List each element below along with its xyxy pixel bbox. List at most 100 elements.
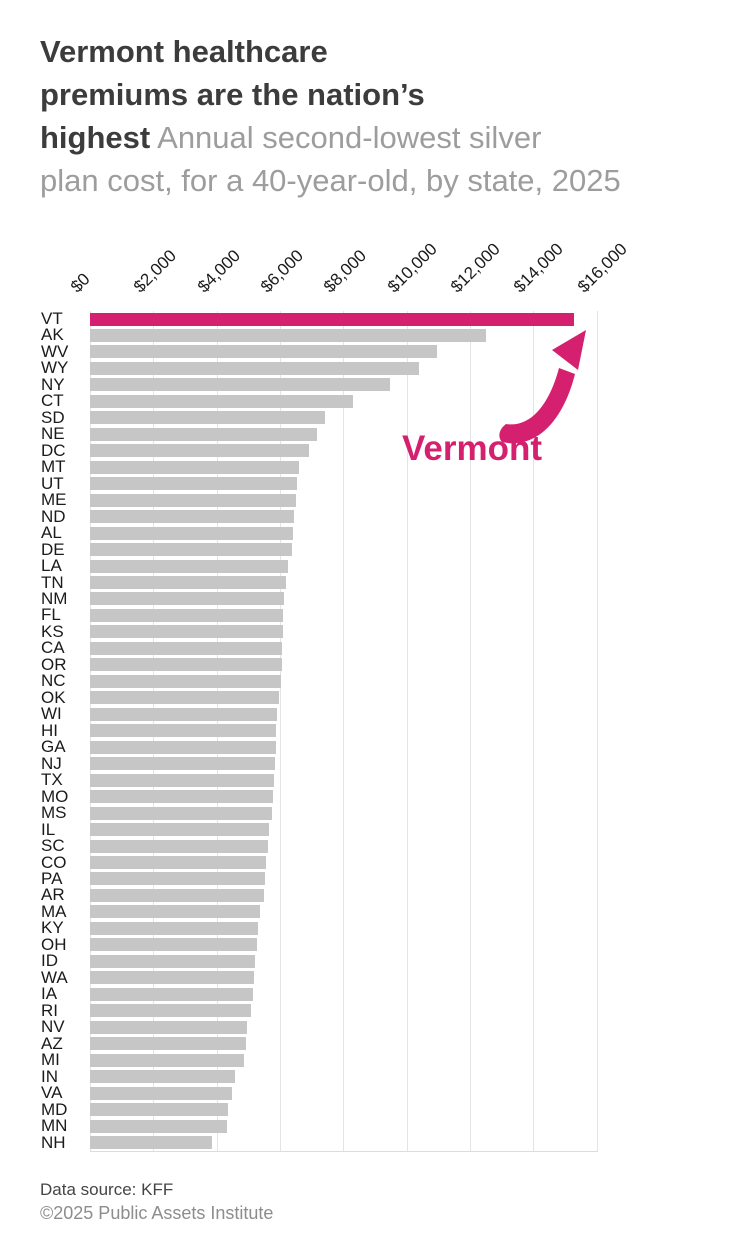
bar xyxy=(90,1070,236,1084)
state-label: CT xyxy=(41,391,64,411)
state-label: ME xyxy=(41,490,67,510)
bar xyxy=(90,361,419,375)
gridline xyxy=(406,311,408,1151)
state-label: NH xyxy=(41,1132,66,1152)
state-label: NM xyxy=(41,588,68,608)
bar xyxy=(90,839,268,853)
x-axis-tick-label: $2,000 xyxy=(130,246,181,297)
state-label: CO xyxy=(41,852,67,872)
state-label: WV xyxy=(41,341,69,361)
gridline xyxy=(596,311,598,1151)
state-label: PA xyxy=(41,868,63,888)
state-label: TN xyxy=(41,572,64,592)
bar xyxy=(90,1136,212,1149)
state-label: AL xyxy=(41,523,62,543)
state-label: UT xyxy=(41,473,64,493)
state-label: MA xyxy=(41,901,67,921)
subtitle-line1: Annual second-lowest silver xyxy=(157,120,542,155)
bar xyxy=(90,707,277,721)
bar xyxy=(90,724,277,738)
state-label: WY xyxy=(41,358,69,378)
bar xyxy=(90,559,288,573)
bar xyxy=(90,543,293,557)
bar xyxy=(90,641,283,655)
state-label: MN xyxy=(41,1116,68,1136)
bar xyxy=(90,1086,232,1100)
vermont-annotation-label: Vermont xyxy=(402,429,543,468)
vermont-arrow-icon xyxy=(499,330,586,444)
bar xyxy=(90,905,261,919)
x-axis-tick-label: $16,000 xyxy=(573,239,631,297)
bar xyxy=(90,872,266,886)
state-label: IN xyxy=(41,1066,58,1086)
bar xyxy=(90,592,285,606)
state-label: ND xyxy=(41,506,66,526)
bar xyxy=(90,971,255,985)
bar xyxy=(90,806,273,820)
bar xyxy=(90,493,296,507)
subtitle-line2: plan cost, for a 40-year-old, by state, … xyxy=(40,163,621,198)
state-label: SD xyxy=(41,407,65,427)
bar xyxy=(90,987,253,1001)
x-axis-tick-label: $10,000 xyxy=(383,239,441,297)
state-label: OK xyxy=(41,687,66,707)
bar xyxy=(90,460,300,474)
bar xyxy=(90,526,293,540)
bar xyxy=(90,790,274,804)
bar xyxy=(90,757,275,771)
bar xyxy=(90,888,264,902)
title-line1: Vermont healthcare xyxy=(40,34,328,69)
gridline xyxy=(343,311,345,1151)
x-axis-baseline xyxy=(90,1151,598,1152)
state-label: GA xyxy=(41,737,66,757)
state-label: IA xyxy=(41,984,58,1004)
bar xyxy=(90,345,438,359)
bar xyxy=(90,1037,246,1051)
state-label: HI xyxy=(41,720,58,740)
x-axis-tick-label: $14,000 xyxy=(510,239,568,297)
bar xyxy=(90,691,280,705)
state-label: VT xyxy=(41,309,63,328)
state-label: LA xyxy=(41,556,62,576)
state-label: DE xyxy=(41,539,65,559)
bar xyxy=(90,1053,244,1067)
state-label: MI xyxy=(41,1050,60,1070)
bar xyxy=(90,823,269,837)
bar xyxy=(90,740,276,754)
title-line3: highest xyxy=(40,120,151,155)
x-axis-tick-label: $12,000 xyxy=(446,239,504,297)
bar xyxy=(90,1020,248,1034)
state-label: ID xyxy=(41,951,58,971)
state-label: KS xyxy=(41,621,64,641)
x-axis-tick-label: $8,000 xyxy=(320,246,371,297)
state-label: SC xyxy=(41,836,65,856)
bar xyxy=(90,477,298,491)
state-label: NV xyxy=(41,1017,65,1037)
state-label: TX xyxy=(41,770,63,790)
state-label: AZ xyxy=(41,1033,63,1053)
state-label: DC xyxy=(41,440,66,460)
state-label: WA xyxy=(41,967,68,987)
bar xyxy=(90,773,274,787)
bar xyxy=(90,427,318,441)
state-label: FL xyxy=(41,605,61,625)
bar xyxy=(90,1119,228,1133)
state-label: RI xyxy=(41,1000,58,1020)
bar xyxy=(90,1004,251,1018)
state-label: VA xyxy=(41,1083,63,1103)
x-axis-tick-label: $4,000 xyxy=(193,246,244,297)
bar xyxy=(90,1103,228,1117)
gridline xyxy=(469,311,471,1151)
bar xyxy=(90,658,282,672)
bar xyxy=(90,856,267,869)
state-label: MO xyxy=(41,786,69,806)
state-label: OR xyxy=(41,654,67,674)
bar xyxy=(90,394,353,408)
state-label: KY xyxy=(41,918,64,938)
data-source-text: Data source: KFF xyxy=(40,1180,174,1199)
bar xyxy=(90,378,390,392)
state-label: IL xyxy=(41,819,56,839)
page-title: Vermont healthcare premiums are the nati… xyxy=(40,30,720,202)
bar xyxy=(90,921,258,935)
